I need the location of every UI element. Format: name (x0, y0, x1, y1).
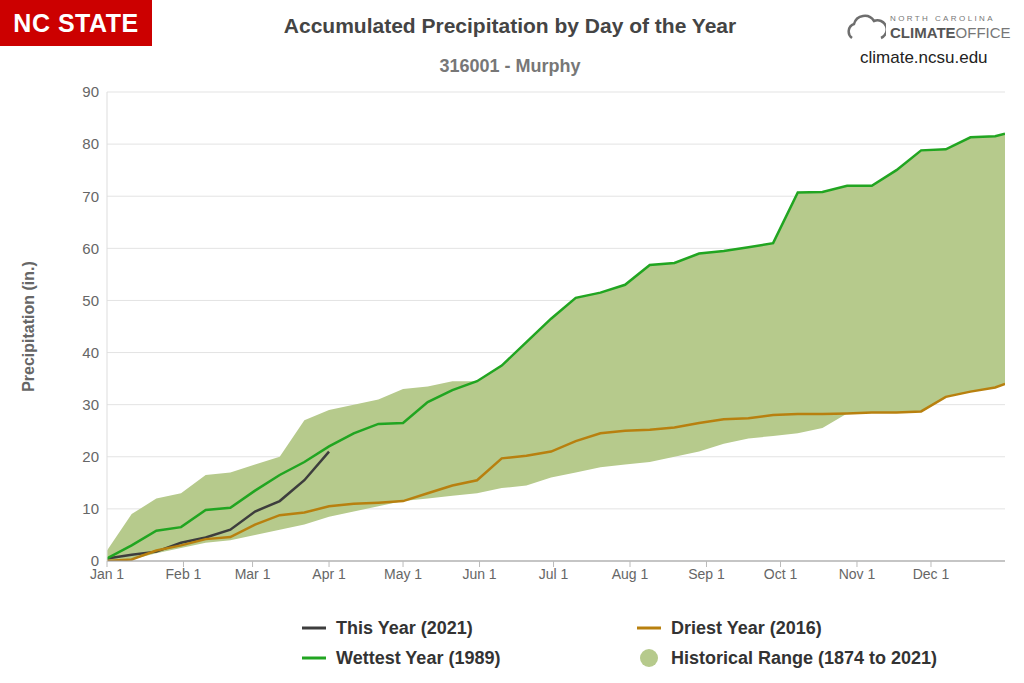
svg-text:30: 30 (82, 396, 99, 413)
html-text:CLIMATE OFFICE: CLIMATE OFFICE (890, 24, 1011, 41)
svg-text:20: 20 (82, 448, 99, 465)
svg-text:70: 70 (82, 188, 99, 205)
svg-text:Oct 1: Oct 1 (764, 566, 798, 582)
html-text:Wettest Year (1989): Wettest Year (1989) (336, 647, 501, 668)
svg-text:Apr 1: Apr 1 (312, 566, 346, 582)
svg-text:Precipitation (in.): Precipitation (in.) (20, 261, 37, 392)
svg-text:80: 80 (82, 135, 99, 152)
svg-text:10: 10 (82, 500, 99, 517)
html-text:climate.ncsu.edu: climate.ncsu.edu (860, 48, 988, 67)
html-text:Accumulated Precipitation by D: Accumulated Precipitation by Day of the … (283, 14, 737, 37)
svg-text:Aug 1: Aug 1 (612, 566, 649, 582)
svg-text:Jan 1: Jan 1 (89, 565, 125, 582)
svg-text:50: 50 (82, 292, 99, 309)
html-text:316001 - Murphy: 316001 - Murphy (439, 56, 581, 76)
svg-text:40: 40 (82, 344, 99, 361)
svg-text:Feb 1: Feb 1 (166, 566, 202, 582)
svg-text:Jul 1: Jul 1 (539, 566, 569, 582)
svg-text:90: 90 (82, 83, 99, 100)
svg-text:Jun 1: Jun 1 (462, 566, 496, 582)
svg-text:0: 0 (91, 552, 99, 569)
svg-text:60: 60 (82, 240, 99, 257)
svg-text:Mar 1: Mar 1 (235, 566, 271, 582)
svg-text:Nov 1: Nov 1 (839, 566, 876, 582)
svg-text:Dec 1: Dec 1 (913, 566, 950, 582)
html-text:NC STATE: NC STATE (13, 9, 139, 37)
html-text:This Year (2021): This Year (2021) (336, 617, 473, 638)
svg-text:May 1: May 1 (384, 566, 422, 582)
html-text:Driest Year (2016): Driest Year (2016) (671, 617, 822, 638)
html-text:Historical Range (1874 to 2021: Historical Range (1874 to 2021) (671, 647, 938, 668)
html-text:NORTH CAROLINA: NORTH CAROLINA (890, 14, 995, 23)
svg-text:Sep 1: Sep 1 (688, 566, 725, 582)
